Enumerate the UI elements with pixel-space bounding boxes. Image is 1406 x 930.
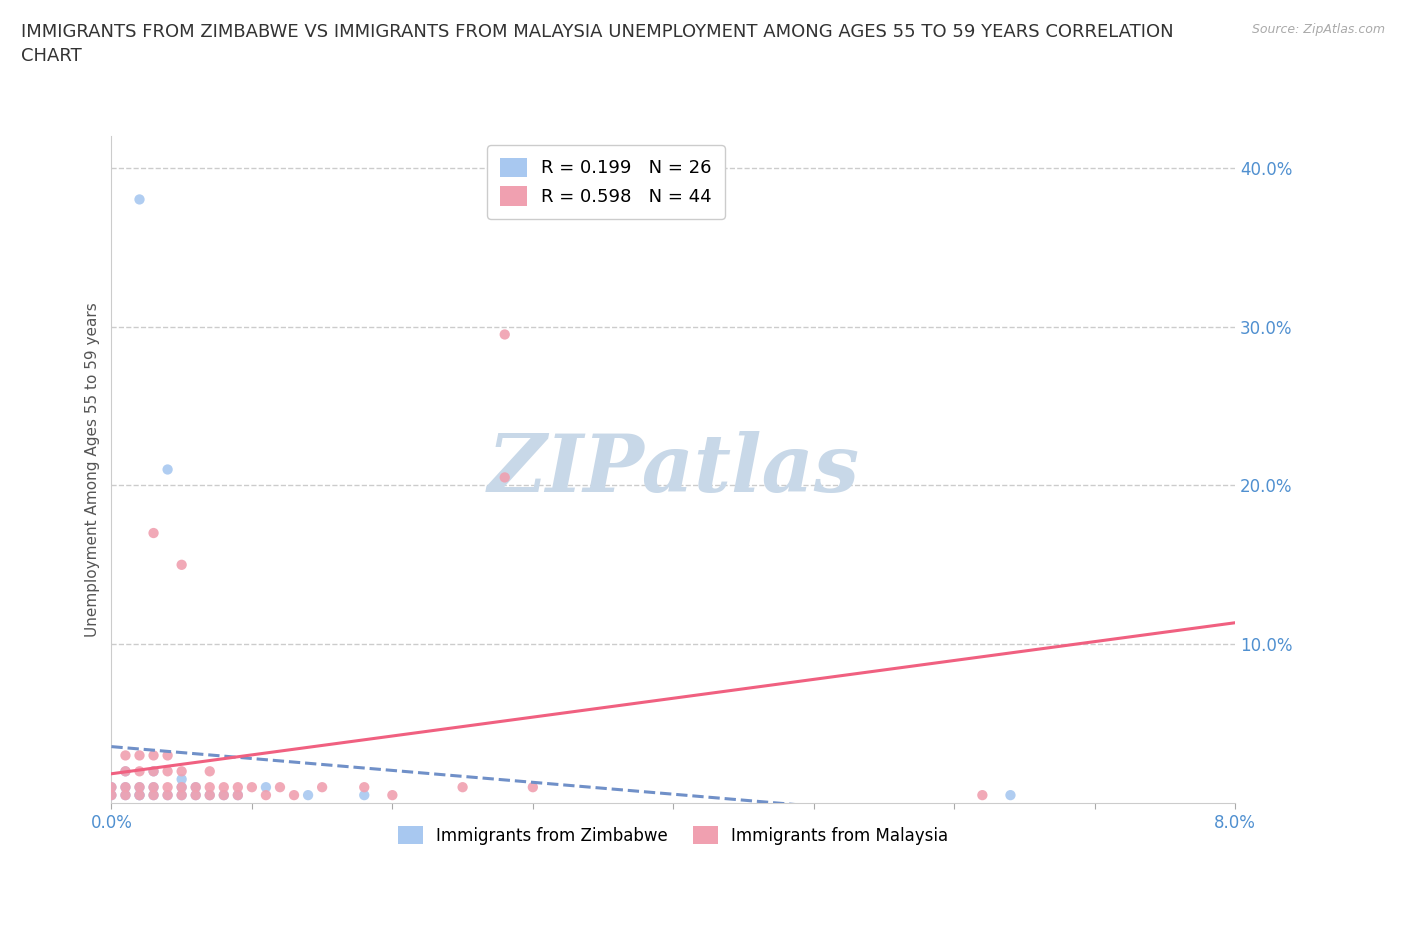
Point [170, 764, 193, 778]
Point [170, 788, 193, 803]
Point [381, 788, 404, 803]
Point [156, 788, 179, 803]
Point [156, 462, 179, 477]
Point [198, 788, 221, 803]
Point [240, 779, 263, 794]
Point [128, 788, 150, 803]
Point [170, 788, 193, 803]
Point [114, 788, 136, 803]
Point [198, 779, 221, 794]
Point [156, 788, 179, 803]
Point [494, 327, 516, 342]
Point [184, 788, 207, 803]
Point [972, 788, 994, 803]
Point [212, 788, 235, 803]
Point [100, 788, 122, 803]
Point [128, 779, 150, 794]
Point [1000, 788, 1022, 803]
Point [353, 779, 375, 794]
Point [170, 779, 193, 794]
Point [226, 788, 249, 803]
Point [114, 779, 136, 794]
Point [353, 788, 375, 803]
Point [156, 779, 179, 794]
Point [283, 788, 305, 803]
Point [100, 779, 122, 794]
Point [128, 192, 150, 206]
Point [184, 779, 207, 794]
Point [226, 779, 249, 794]
Point [269, 779, 291, 794]
Point [142, 764, 165, 778]
Y-axis label: Unemployment Among Ages 55 to 59 years: Unemployment Among Ages 55 to 59 years [86, 302, 100, 637]
Point [522, 779, 544, 794]
Point [226, 788, 249, 803]
Point [184, 788, 207, 803]
Point [128, 788, 150, 803]
Point [142, 748, 165, 763]
Point [297, 788, 319, 803]
Text: ZIPatlas: ZIPatlas [488, 431, 859, 508]
Point [114, 748, 136, 763]
Point [170, 772, 193, 787]
Text: Source: ZipAtlas.com: Source: ZipAtlas.com [1251, 23, 1385, 36]
Point [142, 779, 165, 794]
Point [254, 779, 277, 794]
Point [142, 525, 165, 540]
Legend: Immigrants from Zimbabwe, Immigrants from Malaysia: Immigrants from Zimbabwe, Immigrants fro… [388, 817, 959, 855]
Point [114, 779, 136, 794]
Point [128, 779, 150, 794]
Point [100, 779, 122, 794]
Point [128, 748, 150, 763]
Point [156, 764, 179, 778]
Point [142, 779, 165, 794]
Point [100, 788, 122, 803]
Point [311, 779, 333, 794]
Point [114, 764, 136, 778]
Point [114, 788, 136, 803]
Point [494, 470, 516, 485]
Point [198, 764, 221, 778]
Point [128, 764, 150, 778]
Point [254, 788, 277, 803]
Text: IMMIGRANTS FROM ZIMBABWE VS IMMIGRANTS FROM MALAYSIA UNEMPLOYMENT AMONG AGES 55 : IMMIGRANTS FROM ZIMBABWE VS IMMIGRANTS F… [21, 23, 1174, 65]
Point [170, 557, 193, 572]
Point [128, 788, 150, 803]
Point [170, 779, 193, 794]
Point [142, 788, 165, 803]
Point [212, 779, 235, 794]
Point [451, 779, 474, 794]
Point [212, 788, 235, 803]
Point [184, 779, 207, 794]
Point [142, 764, 165, 778]
Point [198, 788, 221, 803]
Point [114, 764, 136, 778]
Point [156, 748, 179, 763]
Point [142, 788, 165, 803]
